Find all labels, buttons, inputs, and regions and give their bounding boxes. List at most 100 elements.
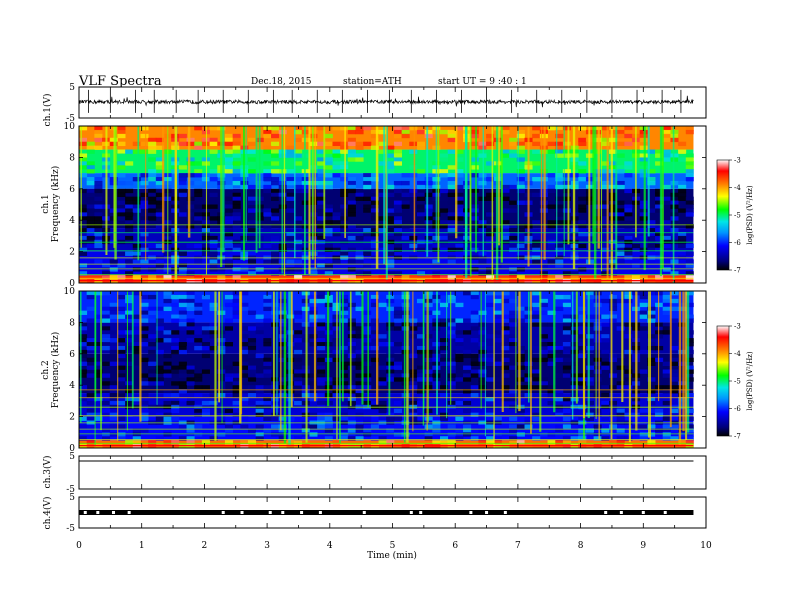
ch1-spec-cell [562, 180, 571, 186]
ch2-spec-cell [539, 357, 548, 363]
ch2-spec-cell [585, 393, 595, 398]
ch2-spec-cell [232, 385, 241, 390]
ch2-spec-cell [171, 365, 180, 370]
ch1-spec-cell [347, 259, 356, 264]
ch2-spec-cell [232, 302, 241, 308]
ch2-spec-cell [347, 373, 356, 378]
ch2-spec-cell [370, 318, 379, 323]
ch1-spec-cell [386, 184, 395, 190]
ch2-spec-cell [363, 310, 372, 315]
ch2-spec-cell [685, 393, 694, 398]
ch2-spec-cell [79, 416, 88, 421]
ch1-spec-cell [486, 267, 495, 272]
ch2-spec-cell [647, 291, 656, 296]
x-tick-label: 7 [515, 541, 521, 551]
ch1-spec-cell [401, 192, 410, 198]
ch1-spec-cell [678, 180, 687, 186]
ch2-spec-cell [255, 334, 264, 339]
ch2-spec-cell [378, 302, 387, 308]
ch2-spec-cell [370, 294, 379, 300]
ch2-spec-cell [271, 381, 280, 386]
ch2-spec-cell [509, 396, 518, 402]
ch2-spec-cell [217, 416, 226, 421]
ch2-spec-cell [163, 353, 172, 359]
ch2-spec-cell [678, 400, 687, 406]
ch2-spec-cell [278, 424, 287, 429]
ch2-spec-cell [393, 365, 402, 370]
ch2-spec-cell [94, 361, 103, 366]
ch1-spec-cell [186, 157, 195, 162]
ch1-spec-cell [347, 149, 356, 154]
ch2-spec-cell [155, 318, 164, 323]
ch1-wave-ytick-label: -5 [66, 114, 75, 124]
ch1-spec-cell [209, 192, 218, 198]
ch1-spec-cell [209, 259, 218, 264]
ch2-spec-cell [578, 436, 587, 441]
ch1-spec-cell [647, 180, 656, 186]
ch1-spec-cell [286, 149, 295, 154]
ch2-spec-cell [217, 393, 226, 398]
ch1-spec-cell [132, 208, 141, 213]
ch1-spec-cell [86, 231, 95, 237]
ch1-spec-cell [148, 196, 157, 201]
ch2-spec-cell [647, 334, 656, 339]
ch2-spec-cell [201, 353, 210, 359]
ch2-spec-cell [317, 393, 326, 398]
ch2-channel-label: ch.2 [41, 360, 51, 379]
ch2-spec-cell [439, 385, 449, 390]
ch1-spec-ytick-label: 8 [69, 153, 75, 163]
x-tick-label: 4 [327, 541, 333, 551]
ch2-spec-cell [447, 365, 456, 370]
ch1-spec-cell [578, 137, 587, 143]
ch2-spec-cell [393, 385, 402, 390]
ch2-spec-cell [102, 412, 111, 417]
ch1-spec-cell [79, 161, 88, 166]
ch2-spec-cell [247, 400, 257, 406]
ch1-spec-cell [409, 141, 418, 147]
ch2-spec-cell [271, 432, 280, 437]
ch2-spec-cell [86, 373, 95, 378]
ch1-spec-cell [670, 216, 679, 221]
ch2-spec-cell [117, 377, 126, 382]
ch2-spec-cell [278, 342, 287, 347]
ch2-spec-cell [501, 326, 510, 331]
ch2-spec-cell [232, 400, 241, 406]
ch2-spec-cell [278, 428, 287, 433]
ch2-spec-cell [478, 432, 487, 437]
ch1-spec-cell [294, 177, 303, 182]
ch1-spec-cell [286, 192, 295, 198]
ch2-spec-cell [516, 440, 525, 445]
ch2-spec-cell [616, 298, 625, 304]
ch2-spec-cell [148, 318, 157, 323]
ch2-spec-cell [570, 436, 579, 441]
ch2-spec-cell [463, 377, 472, 382]
ch4-waveform-gap [409, 511, 413, 514]
ch1-spec-cell [616, 165, 625, 170]
ch1-spec-cell [486, 231, 495, 237]
colorbar-tick-label: -7 [734, 267, 741, 275]
ch1-spec-cell [232, 247, 241, 252]
ch2-spec-ytick-label: 8 [69, 318, 75, 328]
ch2-spec-cell [201, 294, 210, 300]
ch2-spec-cell [271, 314, 280, 319]
ch1-spec-cell [317, 180, 326, 186]
ch1-spec-cell [263, 169, 272, 174]
ch1-spec-cell [370, 188, 379, 194]
ch2-spec-cell [294, 349, 303, 355]
ch2-spec-cell [639, 408, 648, 414]
ch2-spec-cell [562, 440, 571, 445]
ch1-spec-cell [286, 180, 295, 186]
ch2-spec-cell [178, 302, 187, 308]
ch1-spec-cell [125, 212, 134, 217]
ch2-spec-cell [109, 393, 118, 398]
ch2-spec-cell [393, 318, 402, 323]
ch1-spec-cell [662, 235, 671, 241]
ch2-spec-cell [355, 436, 364, 441]
ch1-spec-cell [370, 212, 379, 217]
ch2-spec-cell [616, 381, 625, 386]
ch2-spec-cell [109, 349, 118, 355]
ch2-spec-cell [601, 334, 610, 339]
ch1-spec-cell [608, 165, 618, 170]
ch1-spec-cell [201, 220, 210, 225]
ch1-spec-cell [86, 243, 95, 249]
